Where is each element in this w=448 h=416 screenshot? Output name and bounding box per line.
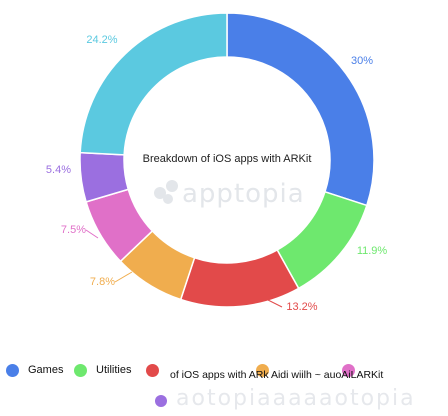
donut-chart: apptopia 30%11.9%13.2%7.8%7.5%5.4%24.2% … — [46, 12, 388, 313]
legend-label-utilities: Utilities — [96, 364, 132, 376]
legend-dot-purple[interactable] — [155, 395, 167, 407]
slice-label-4: 7.5% — [61, 224, 86, 236]
slice-label-3: 7.8% — [90, 276, 115, 288]
slice-label-5: 5.4% — [46, 164, 71, 176]
legend-item-pink[interactable] — [342, 360, 364, 380]
slice-6[interactable] — [79, 12, 228, 156]
chart-title: Breakdown of iOS apps with ARKit — [143, 153, 312, 165]
leader-line-2 — [267, 299, 283, 308]
watermark-bottom: aotopiaaaaaotopia — [176, 386, 416, 411]
legend-item-games[interactable]: Games — [6, 360, 63, 380]
slice-2[interactable] — [179, 248, 300, 308]
legend-dot-orange — [256, 363, 269, 377]
legend-dot-games — [6, 363, 19, 377]
legend-dot-utilities — [74, 363, 87, 377]
legend-item-orange[interactable] — [256, 360, 278, 380]
legend-dot-red — [146, 363, 159, 377]
legend-overlap-text: of iOS apps with ARk Aidi wiilh ~ auoAiL… — [170, 369, 384, 381]
legend-dot-pink — [342, 363, 355, 377]
watermark-text: apptopia — [182, 179, 305, 209]
slice-label-2: 13.2% — [286, 301, 317, 313]
slice-label-6: 24.2% — [86, 34, 117, 46]
slice-0[interactable] — [226, 12, 375, 207]
apptopia-watermark: apptopia — [154, 179, 305, 209]
legend-item-utilities[interactable]: Utilities — [74, 360, 131, 380]
slice-label-1: 11.9% — [357, 245, 388, 257]
legend-label-games: Games — [28, 364, 64, 376]
leader-line-3 — [114, 271, 133, 283]
legend-item-red[interactable] — [146, 360, 168, 380]
slice-label-0: 30% — [351, 55, 373, 67]
legend: Games Utilities — [6, 360, 442, 380]
leader-line-4 — [85, 229, 99, 239]
